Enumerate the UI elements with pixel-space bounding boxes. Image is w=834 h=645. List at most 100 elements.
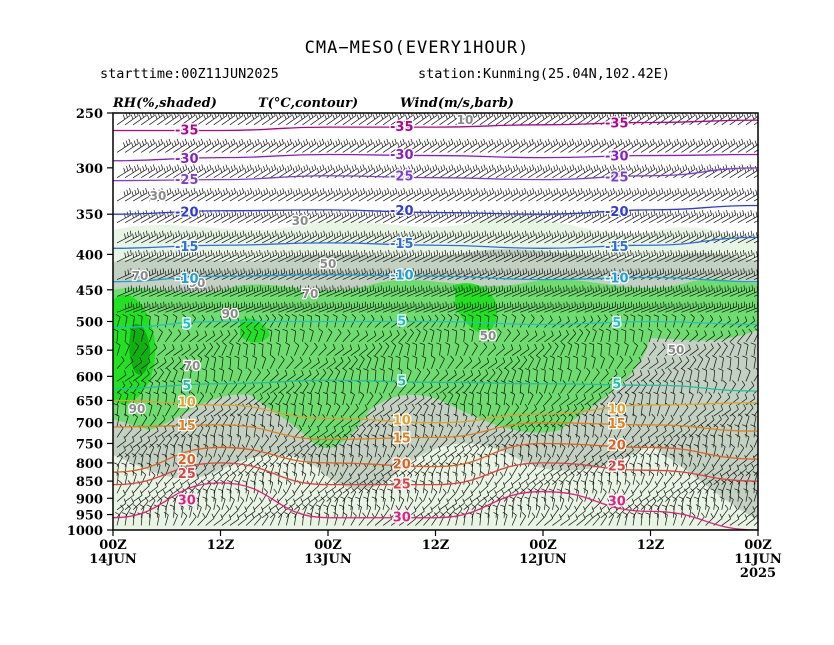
wind-barb — [242, 355, 248, 369]
wind-barb — [205, 392, 214, 406]
wind-barb — [278, 268, 294, 280]
wind-barb — [205, 164, 220, 179]
wind-barb — [157, 357, 167, 370]
x-tick-label: 12Z — [207, 538, 235, 553]
wind-barb — [278, 210, 293, 223]
wind-barb — [157, 210, 172, 223]
wind-barb — [149, 285, 165, 297]
wind-barb — [228, 367, 234, 382]
wind-barb — [261, 355, 267, 369]
wind-barb — [268, 479, 274, 494]
wind-barb — [149, 490, 159, 502]
wind-barb — [140, 435, 151, 448]
temperature-contour-label: 10 — [608, 403, 626, 418]
wind-barb — [277, 355, 285, 369]
wind-barb — [154, 512, 160, 526]
wind-barb — [253, 164, 268, 179]
wind-barb — [258, 342, 264, 356]
wind-barb — [310, 481, 319, 494]
wind-barb — [270, 230, 285, 244]
wind-barb — [253, 230, 269, 244]
wind-barb — [116, 268, 132, 280]
wind-barb — [173, 367, 178, 382]
rh-contour-label: 70 — [302, 287, 319, 301]
temperature-contour-label: -35 — [390, 120, 414, 135]
wind-barb — [149, 343, 158, 356]
wind-barb — [113, 403, 119, 417]
x-tick-label: 12Z — [637, 538, 665, 553]
wind-barb — [262, 285, 278, 297]
wind-barb — [294, 490, 304, 502]
wind-barb — [173, 425, 183, 438]
wind-barb — [269, 435, 279, 448]
wind-barb — [124, 268, 141, 280]
wind-barb — [122, 314, 128, 328]
wind-barb — [133, 301, 149, 313]
wind-barb — [213, 301, 230, 313]
wind-barb — [310, 210, 325, 223]
wind-barb — [286, 391, 291, 406]
wind-barb — [205, 268, 221, 280]
wind-barb — [165, 188, 180, 202]
wind-barb — [124, 356, 134, 369]
wind-barb — [221, 393, 231, 406]
wind-barb — [221, 249, 237, 263]
wind-barb — [141, 164, 156, 179]
wind-barb — [221, 164, 236, 179]
wind-barb — [181, 344, 191, 356]
rh-contour-label: 50 — [668, 343, 685, 357]
wind-barb — [181, 301, 197, 313]
wind-barb — [165, 164, 180, 179]
temperature-contour-label: -30 — [605, 150, 629, 165]
wind-barb — [163, 314, 169, 328]
wind-barb — [213, 464, 224, 477]
wind-barb — [124, 301, 141, 313]
wind-barb — [197, 504, 202, 518]
wind-barb — [197, 404, 207, 417]
wind-barb — [245, 513, 255, 526]
wind-barb — [157, 285, 173, 297]
wind-barb — [302, 164, 317, 179]
wind-barb — [285, 342, 290, 356]
y-tick-label: 650 — [76, 394, 103, 409]
wind-barb — [298, 462, 304, 476]
wind-barb — [173, 268, 189, 280]
wind-barb — [181, 268, 197, 280]
wind-barb — [310, 413, 317, 428]
wind-barb — [270, 138, 284, 153]
wind-barb — [229, 230, 245, 244]
wind-barb — [253, 512, 262, 526]
wind-barb — [149, 357, 159, 370]
wind-barb — [302, 413, 308, 428]
wind-barb — [310, 425, 320, 438]
wind-barb — [261, 512, 269, 526]
wind-barb — [181, 188, 196, 202]
wind-barb — [286, 381, 295, 394]
chart-title: CMA−MESO(EVERY1HOUR) — [304, 38, 530, 58]
wind-barb — [284, 314, 290, 328]
wind-barb — [310, 138, 325, 153]
wind-barb — [213, 249, 229, 263]
wind-barb — [286, 370, 296, 382]
wind-barb — [220, 479, 226, 494]
temperature-contour-label: -10 — [175, 272, 199, 287]
wind-barb — [302, 425, 311, 438]
wind-barb — [261, 368, 270, 382]
wind-barb — [250, 413, 256, 428]
wind-barb — [197, 249, 213, 263]
x-tick-label: 00Z — [99, 538, 127, 553]
wind-barb — [114, 512, 120, 526]
wind-barb — [270, 164, 285, 179]
x-tick-date: 11JUN — [734, 552, 782, 567]
wind-barb — [173, 301, 189, 313]
y-tick-label: 900 — [76, 492, 103, 507]
wind-barb — [282, 328, 288, 342]
wind-barb — [278, 285, 294, 297]
wind-barb — [197, 230, 213, 244]
wind-barb — [153, 453, 159, 467]
y-tick-label: 750 — [76, 437, 103, 452]
wind-barb — [292, 471, 297, 485]
wind-barb — [157, 489, 166, 502]
wind-barb — [205, 188, 220, 202]
rh-band-saturated-3 — [240, 318, 270, 343]
